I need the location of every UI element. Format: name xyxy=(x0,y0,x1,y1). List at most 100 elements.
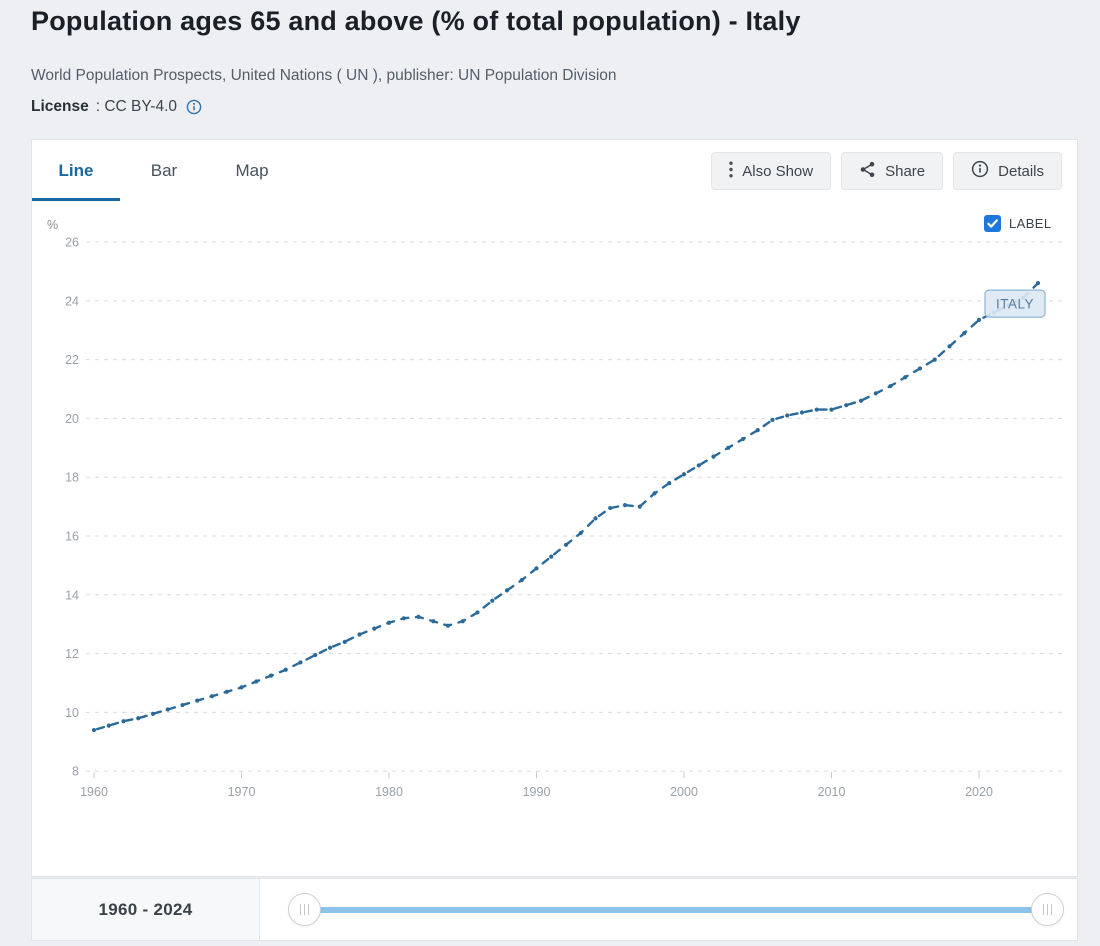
data-point xyxy=(917,366,923,371)
tab-line[interactable]: Line xyxy=(32,140,120,201)
data-point xyxy=(165,707,170,712)
data-point xyxy=(106,723,111,728)
chart-type-tabs: Line Bar Map xyxy=(32,140,296,201)
y-axis-unit: % xyxy=(47,218,58,232)
range-panel: 1960 - 2024 xyxy=(32,879,260,940)
license-info-icon[interactable] xyxy=(186,99,202,115)
y-tick-label: 16 xyxy=(65,530,79,544)
series-label: ITALY xyxy=(996,297,1034,312)
data-point xyxy=(490,598,495,603)
label-checkbox[interactable] xyxy=(984,215,1001,232)
kebab-menu-icon xyxy=(729,161,733,182)
time-slider-card: 1960 - 2024 xyxy=(31,878,1078,941)
data-point xyxy=(1035,281,1041,286)
data-point xyxy=(239,685,244,690)
x-tick-label: 1960 xyxy=(80,785,108,799)
data-point xyxy=(150,711,156,716)
y-tick-label: 22 xyxy=(65,353,79,367)
share-button[interactable]: Share xyxy=(841,152,944,190)
y-tick-label: 20 xyxy=(65,412,79,426)
data-point xyxy=(652,491,657,496)
tab-bar[interactable]: Bar xyxy=(150,160,178,180)
data-point xyxy=(932,357,937,362)
data-series-line xyxy=(92,281,1040,732)
data-point xyxy=(667,480,672,486)
x-tick-label: 2000 xyxy=(670,785,698,799)
data-point xyxy=(829,407,834,412)
x-tick-label: 1990 xyxy=(523,785,551,799)
data-point xyxy=(549,554,554,559)
data-point xyxy=(637,504,642,509)
x-tick-label: 2020 xyxy=(965,785,993,799)
y-tick-label: 24 xyxy=(65,294,79,308)
slider-zone xyxy=(260,879,1077,940)
slider-handle-right[interactable] xyxy=(1031,893,1064,926)
data-point xyxy=(357,632,362,637)
y-tick-label: 12 xyxy=(65,647,79,661)
data-point xyxy=(755,428,760,433)
series-label-box xyxy=(984,289,1046,318)
data-point xyxy=(268,673,274,678)
y-tick-label: 10 xyxy=(65,706,79,720)
source-line: World Population Prospects, United Natio… xyxy=(31,67,617,84)
tab-map[interactable]: Map xyxy=(235,160,269,180)
data-point xyxy=(814,407,819,412)
slider-track[interactable] xyxy=(305,907,1047,913)
data-point xyxy=(962,331,967,336)
data-point xyxy=(696,463,701,468)
details-button[interactable]: Details xyxy=(953,152,1062,190)
data-point xyxy=(873,391,878,396)
data-point xyxy=(888,383,893,389)
range-label: 1960 - 2024 xyxy=(98,899,193,919)
data-point xyxy=(136,716,141,721)
share-icon xyxy=(859,161,876,182)
legend-label: LABEL xyxy=(1009,216,1052,231)
data-point xyxy=(947,344,952,349)
data-point xyxy=(298,660,303,665)
toolbar: Also Show Share xyxy=(711,152,1062,190)
data-point xyxy=(224,689,229,694)
data-point xyxy=(254,679,259,684)
data-point xyxy=(121,719,126,724)
license-value: : CC BY-4.0 xyxy=(95,98,178,115)
data-point xyxy=(519,578,524,583)
data-point xyxy=(504,588,510,593)
data-point xyxy=(475,610,480,615)
data-point xyxy=(195,698,200,703)
x-tick-label: 1970 xyxy=(228,785,256,799)
data-point xyxy=(681,472,687,477)
license-line: License : CC BY-4.0 xyxy=(31,98,202,116)
data-point xyxy=(770,417,775,422)
data-point xyxy=(342,639,347,644)
data-point xyxy=(283,667,288,672)
y-tick-label: 26 xyxy=(65,236,79,250)
data-point xyxy=(740,436,746,442)
data-point xyxy=(386,620,392,625)
x-tick-label: 1980 xyxy=(375,785,403,799)
chart-card: Line Bar Map Also Show xyxy=(31,139,1078,877)
data-point xyxy=(372,626,377,631)
data-point xyxy=(431,619,436,624)
x-tick-label: 2010 xyxy=(818,785,846,799)
info-icon xyxy=(971,160,989,182)
slider-handle-left[interactable] xyxy=(288,893,321,926)
data-point xyxy=(785,413,790,418)
checkmark-icon xyxy=(987,219,998,228)
data-point xyxy=(180,702,185,708)
data-point xyxy=(976,317,982,323)
page-title: Population ages 65 and above (% of total… xyxy=(31,6,801,36)
y-tick-label: 8 xyxy=(72,765,79,779)
data-point xyxy=(327,645,333,650)
data-point xyxy=(711,454,716,459)
also-show-button[interactable]: Also Show xyxy=(711,152,832,190)
data-point xyxy=(209,694,215,699)
license-label: License xyxy=(31,98,89,115)
data-point xyxy=(445,623,451,628)
data-point xyxy=(622,503,628,508)
data-point xyxy=(534,566,539,571)
data-point xyxy=(313,652,318,658)
data-point xyxy=(578,530,583,536)
y-tick-label: 18 xyxy=(65,471,79,485)
data-point xyxy=(858,398,864,403)
